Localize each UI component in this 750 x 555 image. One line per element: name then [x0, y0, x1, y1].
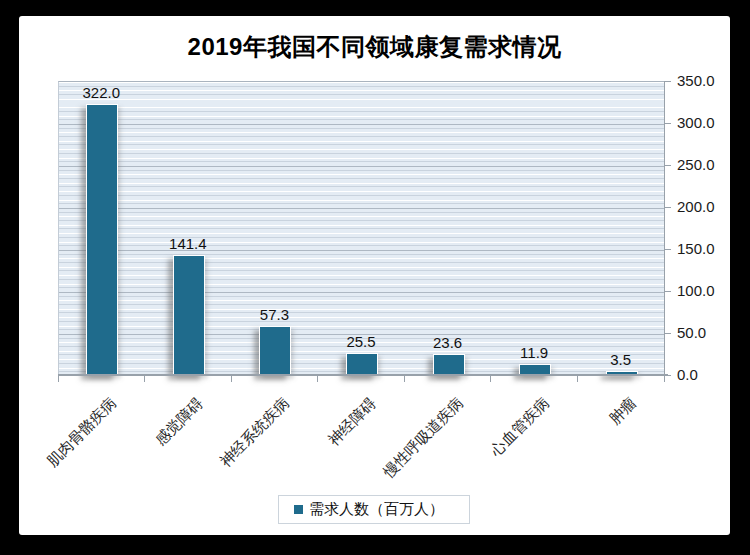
category-label: 神经障碍	[325, 394, 381, 450]
x-axis-tick	[58, 376, 59, 382]
bar	[173, 255, 205, 376]
chart-frame: { "chart_data": { "type": "bar", "title"…	[0, 0, 750, 555]
y-axis-tick	[665, 165, 671, 166]
legend-label: 需求人数（百万人）	[309, 500, 444, 519]
gridline	[59, 166, 665, 167]
y-axis-tick-label: 150.0	[677, 240, 731, 258]
bar-value-label: 57.3	[242, 306, 306, 323]
legend-marker	[294, 505, 303, 514]
bar	[346, 353, 378, 376]
x-axis-tick	[317, 376, 318, 382]
x-axis-tick	[664, 376, 665, 382]
category-label: 肿瘤	[606, 394, 641, 429]
y-axis-tick-label: 350.0	[677, 72, 731, 90]
x-axis-tick	[404, 376, 405, 382]
bar-value-label: 25.5	[329, 333, 393, 350]
chart-title: 2019年我国不同领域康复需求情况	[19, 31, 730, 63]
y-axis-tick	[665, 249, 671, 250]
x-axis-tick	[231, 376, 232, 382]
y-axis-tick-label: 0.0	[677, 366, 731, 384]
y-axis-tick-label: 100.0	[677, 282, 731, 300]
gridline	[59, 208, 665, 209]
gridline	[59, 124, 665, 125]
x-axis-tick	[144, 376, 145, 382]
category-label: 神经系统疾病	[217, 394, 294, 471]
category-label: 心血管疾病	[487, 394, 553, 460]
bar-value-label: 11.9	[502, 344, 566, 361]
bar	[86, 104, 118, 376]
category-label: 肌肉骨骼疾病	[44, 394, 121, 471]
category-label: 感觉障碍	[151, 394, 207, 450]
bar-value-label: 322.0	[69, 84, 133, 101]
x-axis-tick	[490, 376, 491, 382]
y-axis-tick	[665, 207, 671, 208]
y-axis-tick	[665, 333, 671, 334]
bar-value-label: 141.4	[156, 235, 220, 252]
bar-value-label: 3.5	[589, 351, 653, 368]
y-axis-tick-label: 50.0	[677, 324, 731, 342]
bar-value-label: 23.6	[416, 334, 480, 351]
y-axis-tick	[665, 375, 671, 376]
gridline	[59, 292, 665, 293]
chart-canvas: 2019年我国不同领域康复需求情况 需求人数（百万人） 0.0 50.0 100.0…	[19, 16, 730, 535]
y-axis-tick-label: 200.0	[677, 198, 731, 216]
category-label: 慢性呼吸道疾病	[379, 394, 467, 482]
y-axis-tick-label: 300.0	[677, 114, 731, 132]
y-axis-tick	[665, 81, 671, 82]
bar	[433, 354, 465, 376]
bar	[259, 326, 291, 376]
y-axis-tick	[665, 123, 671, 124]
gridline	[59, 250, 665, 251]
y-axis-tick-label: 250.0	[677, 156, 731, 174]
legend: 需求人数（百万人）	[278, 495, 470, 524]
x-axis-tick	[577, 376, 578, 382]
y-axis-tick	[665, 291, 671, 292]
